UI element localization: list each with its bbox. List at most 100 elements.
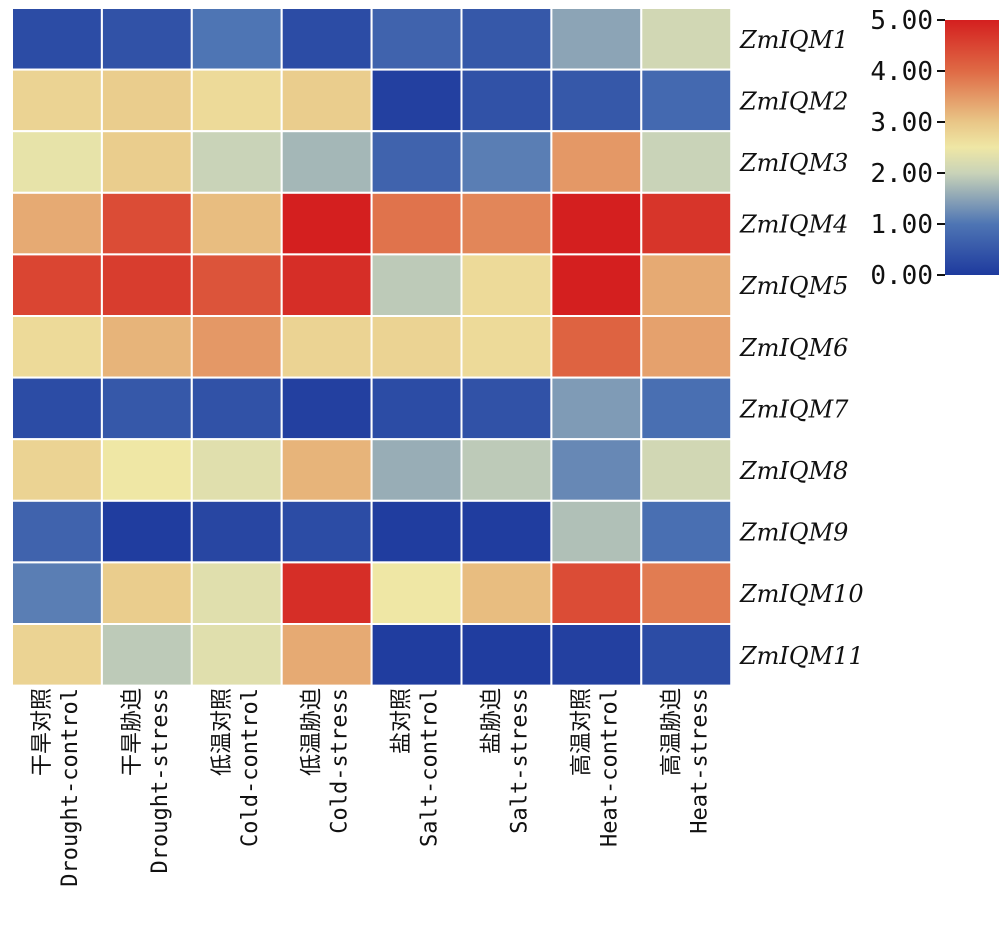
heatmap-cell	[280, 315, 373, 379]
heatmap-cell	[640, 438, 733, 502]
heatmap-cell	[550, 315, 643, 379]
heatmap-cell	[550, 130, 643, 194]
column-label: 盐对照 Salt-control	[390, 688, 443, 847]
column-label-en: Salt-stress	[507, 688, 532, 834]
heatmap-cell	[280, 623, 373, 687]
heatmap-cell	[640, 623, 733, 687]
heatmap-cell	[190, 191, 283, 256]
heatmap-cell	[190, 315, 283, 379]
heatmap-cell	[280, 561, 373, 626]
heatmap-cell	[550, 191, 643, 256]
row-label: ZmIQM6	[739, 334, 848, 362]
heatmap-cell	[280, 191, 373, 256]
heatmap-cell	[190, 499, 283, 564]
heatmap-cell	[370, 7, 463, 71]
colorbar-tick-label: 0.00	[870, 261, 933, 291]
heatmap-cell	[370, 623, 463, 687]
row-label: ZmIQM1	[739, 26, 848, 54]
heatmap-cell	[190, 623, 283, 687]
column-label: 高温对照 Heat-control	[569, 688, 622, 847]
row-labels: ZmIQM1 ZmIQM2 ZmIQM3 ZmIQM4 ZmIQM5 ZmIQM6 ZmIQ…	[739, 26, 864, 670]
column-label-en: Drought-control	[58, 688, 83, 887]
column-label-en: Heat-control	[597, 688, 622, 847]
heatmap-cell	[370, 315, 463, 379]
heatmap-cells	[11, 7, 733, 687]
heatmap-cell	[640, 68, 733, 133]
column-label: 干旱胁迫 Drought-stress	[120, 688, 173, 873]
heatmap-cell	[460, 499, 553, 564]
heatmap-cell	[550, 438, 643, 502]
heatmap-cell	[11, 623, 103, 687]
heatmap-cell	[280, 68, 373, 133]
column-label-en: Salt-control	[418, 688, 443, 847]
heatmap-cell	[370, 499, 463, 564]
heatmap-cell	[11, 499, 103, 564]
column-label: 低温胁迫 Cold-stress	[300, 688, 353, 834]
heatmap-cell	[100, 499, 193, 564]
heatmap-cell	[460, 7, 553, 71]
colorbar-tick-label: 4.00	[870, 57, 933, 87]
heatmap-cell	[11, 130, 103, 194]
row-label: ZmIQM8	[739, 457, 848, 485]
row-label: ZmIQM9	[739, 519, 848, 547]
heatmap-cell	[190, 253, 283, 317]
colorbar-tick-label: 2.00	[870, 159, 933, 189]
heatmap-cell	[280, 376, 373, 441]
heatmap-cell	[190, 68, 283, 133]
column-label-en: Drought-stress	[148, 688, 173, 873]
heatmap-cell	[190, 438, 283, 502]
heatmap-cell	[640, 561, 733, 626]
heatmap-cell	[460, 315, 553, 379]
heatmap-cell	[550, 561, 643, 626]
heatmap-cell	[11, 68, 103, 133]
heatmap-cell	[100, 130, 193, 194]
heatmap-cell	[550, 68, 643, 133]
heatmap-cell	[11, 253, 103, 317]
column-label-cn: 盐胁迫	[479, 688, 504, 754]
column-label-cn: 干旱对照	[30, 688, 55, 776]
column-label-cn: 高温对照	[569, 688, 594, 776]
heatmap-cell	[100, 438, 193, 502]
heatmap-cell	[370, 561, 463, 626]
heatmap-cell	[460, 438, 553, 502]
column-label-cn: 低温胁迫	[300, 688, 325, 776]
heatmap-cell	[550, 253, 643, 317]
heatmap-cell	[460, 68, 553, 133]
column-label: 盐胁迫 Salt-stress	[479, 688, 532, 834]
heatmap-cell	[100, 68, 193, 133]
heatmap-cell	[190, 561, 283, 626]
heatmap-cell	[640, 376, 733, 441]
heatmap-cell	[460, 253, 553, 317]
heatmap-cell	[280, 253, 373, 317]
column-label-cn: 高温胁迫	[659, 688, 684, 776]
column-label-cn: 盐对照	[390, 688, 415, 754]
colorbar-tick-label: 3.00	[870, 108, 933, 138]
column-label: 低温对照 Cold-control	[210, 688, 263, 847]
row-label: ZmIQM2	[739, 87, 848, 115]
heatmap-cell	[370, 376, 463, 441]
heatmap-cell	[11, 191, 103, 256]
colorbar-tick-label: 5.00	[870, 6, 933, 36]
heatmap-cell	[640, 253, 733, 317]
heatmap-cell	[11, 7, 103, 71]
column-label-cn: 干旱胁迫	[120, 688, 145, 776]
heatmap-cell	[11, 438, 103, 502]
row-label: ZmIQM11	[739, 642, 864, 670]
heatmap-cell	[550, 7, 643, 71]
heatmap-cell	[640, 315, 733, 379]
row-label: ZmIQM3	[739, 149, 848, 177]
column-label-cn: 低温对照	[210, 688, 235, 776]
heatmap-cell	[280, 7, 373, 71]
heatmap-cell	[460, 561, 553, 626]
heatmap-cell	[550, 376, 643, 441]
heatmap-cell	[550, 623, 643, 687]
heatmap-cell	[100, 376, 193, 441]
column-label: 干旱对照 Drought-control	[30, 688, 83, 887]
heatmap-cell	[280, 130, 373, 194]
heatmap-cell	[460, 376, 553, 441]
heatmap-cell	[370, 438, 463, 502]
heatmap-cell	[11, 315, 103, 379]
heatmap-cell	[370, 253, 463, 317]
heatmap-cell	[370, 130, 463, 194]
heatmap-cell	[100, 7, 193, 71]
